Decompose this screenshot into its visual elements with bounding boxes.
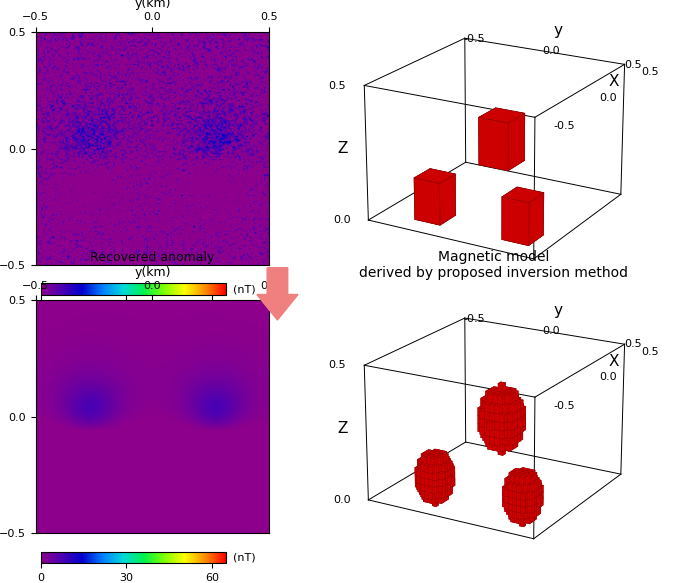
Title: Magnetic model
derived by proposed inversion method: Magnetic model derived by proposed inver…	[359, 250, 627, 280]
Text: (nT): (nT)	[234, 552, 256, 563]
X-axis label: y(km): y(km)	[134, 0, 171, 10]
Title: Recovered anomaly
y(km): Recovered anomaly y(km)	[90, 251, 214, 279]
FancyArrow shape	[257, 268, 298, 320]
Text: (nT): (nT)	[234, 284, 256, 294]
